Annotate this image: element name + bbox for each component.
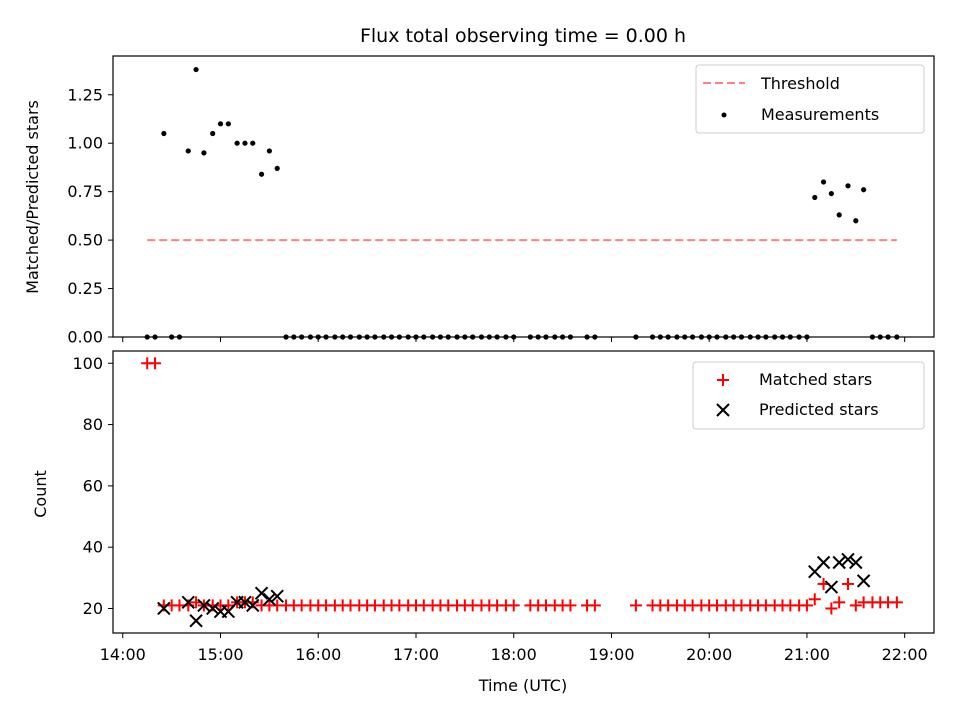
bottom-y-axis-label: Count: [31, 470, 50, 518]
measurement-point: [242, 140, 248, 146]
measurement-point: [812, 194, 818, 201]
measurement-point: [185, 148, 191, 154]
predicted-star-point: [238, 595, 252, 610]
top-y-tick-label: 1.00: [67, 134, 103, 153]
measurement-point: [201, 150, 207, 156]
bottom-y-tick-label: 80: [83, 415, 103, 434]
measurement-point: [266, 148, 272, 154]
predicted-star-point: [849, 555, 863, 570]
matched-star-point: [833, 596, 846, 609]
x-tick-label: 21:00: [784, 645, 830, 664]
bottom-x-axis: 14:00 15:00 16:00 17:00 18:00 19:00 20:00 21:00…: [100, 633, 928, 664]
bottom-y-tick-label: 20: [83, 599, 103, 618]
matched-star-point: [841, 577, 854, 590]
x-tick-label: 19:00: [588, 645, 634, 664]
bottom-panel: 20 40 60 80 100 14:00 15:00 16:00 17:00 18:00 19:…: [31, 350, 935, 695]
x-tick-label: 15:00: [197, 645, 243, 664]
top-panel: 0.00 0.25 0.50 0.75 1.00 1.25 Matched/Predict…: [23, 55, 935, 347]
measurement-point: [217, 121, 224, 127]
predicted-star-point: [254, 586, 269, 600]
x-tick-label: 22:00: [882, 645, 928, 664]
measurement-point: [234, 140, 240, 146]
measurements-legend-swatch: [721, 112, 727, 118]
matched-star-point: [629, 599, 642, 612]
matched-star-point: [222, 599, 235, 612]
top-y-tick-label: 0.75: [67, 182, 103, 201]
top-chart-title: Flux total observing time = 0.00 h: [360, 25, 686, 47]
predicted-star-point: [246, 598, 260, 613]
matched-star-point: [800, 599, 813, 612]
measurement-point: [258, 171, 265, 177]
measurement-point: [161, 130, 167, 137]
measurement-point: [250, 140, 256, 146]
measurement-point: [225, 121, 231, 127]
matched-star-point: [588, 599, 601, 612]
predicted-star-point: [816, 555, 831, 570]
top-legend: Threshold Measurements: [695, 64, 925, 134]
top-y-tick-label: 0.25: [67, 279, 103, 298]
top-axes-frame: [112, 55, 935, 338]
measurement-point: [210, 130, 216, 137]
x-tick-label: 20:00: [686, 645, 732, 664]
matched-star-point: [808, 593, 821, 606]
bottom-axes-frame: [112, 350, 935, 634]
predicted-star-point: [262, 592, 277, 606]
predicted-star-point: [824, 580, 839, 594]
predicted-star-point: [841, 552, 855, 567]
predicted-star-point: [205, 601, 220, 616]
predicted-star-point: [181, 595, 195, 610]
matched-star-point: [507, 599, 520, 612]
bottom-y-tick-label: 60: [83, 476, 103, 495]
top-y-axis-label: Matched/Predicted stars: [23, 100, 42, 294]
measurement-point: [828, 190, 834, 197]
measurement-point: [836, 212, 842, 218]
measurement-point: [853, 218, 859, 224]
x-tick-label: 16:00: [295, 645, 341, 664]
top-y-tick-label: 0.50: [67, 231, 103, 250]
matched-star-point: [149, 357, 162, 370]
measurement-point: [861, 187, 867, 193]
top-y-tick-label: 0.00: [67, 328, 103, 347]
bottom-legend-box: [692, 361, 925, 430]
matched-legend-swatch: [717, 374, 729, 386]
x-axis-label: Time (UTC): [478, 676, 567, 695]
bottom-plot-area: [141, 357, 903, 628]
bottom-y-axis: 20 40 60 80 100: [72, 354, 113, 618]
threshold-legend-label: Threshold: [760, 74, 840, 93]
predicted-star-point: [157, 601, 171, 616]
matched-star-point: [564, 599, 577, 612]
predicted-star-point: [189, 614, 203, 628]
predicted-star-point: [832, 555, 846, 570]
measurement-point: [820, 179, 827, 185]
predicted-star-point: [856, 574, 871, 588]
bottom-y-tick-label: 40: [83, 538, 103, 557]
top-y-tick-label: 1.25: [67, 85, 103, 104]
predicted-legend-swatch: [716, 403, 730, 417]
matched-star-point: [890, 596, 903, 609]
predicted-legend-label: Predicted stars: [759, 400, 879, 419]
measurement-point: [845, 183, 851, 189]
top-legend-box: [695, 64, 925, 134]
matched-star-point: [825, 602, 838, 615]
matched-legend-label: Matched stars: [759, 370, 872, 389]
measurements-legend-label: Measurements: [761, 105, 879, 124]
measurement-point: [274, 165, 280, 171]
top-y-axis: 0.00 0.25 0.50 0.75 1.00 1.25: [67, 85, 113, 347]
measurement-point: [193, 66, 199, 73]
bottom-legend: Matched stars Predicted stars: [692, 361, 925, 430]
x-tick-label: 18:00: [491, 645, 537, 664]
predicted-star-point: [197, 598, 211, 613]
x-tick-label: 14:00: [100, 645, 146, 664]
predicted-star-point: [270, 589, 284, 603]
bottom-y-tick-label: 100: [72, 354, 103, 373]
matched-star-point: [849, 599, 862, 612]
x-tick-label: 17:00: [393, 645, 439, 664]
